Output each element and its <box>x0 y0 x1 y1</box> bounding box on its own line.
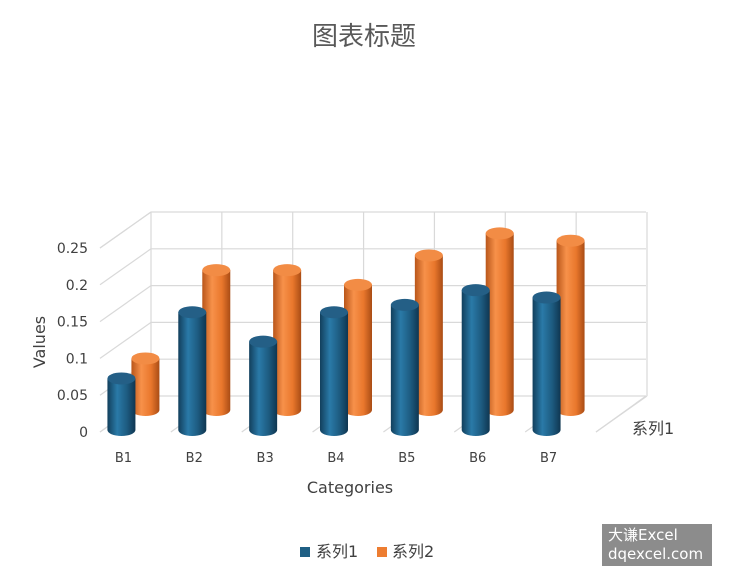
legend-swatch-series2 <box>377 547 387 557</box>
bar-series1-top <box>107 372 136 385</box>
legend-swatch-series1 <box>300 547 310 557</box>
bar-series1 <box>461 284 490 437</box>
bar-series2-top <box>485 227 514 240</box>
bar-series1-top <box>320 306 348 319</box>
y-axis-title: Values <box>30 316 49 368</box>
watermark: 大谦Excel dqexcel.com <box>602 524 712 566</box>
bar-series2-top <box>414 249 443 262</box>
y-tick-label: 0.05 <box>57 388 88 404</box>
x-tick-label: B6 <box>469 451 486 466</box>
bar-series1 <box>249 335 278 437</box>
bar-series1 <box>320 306 348 436</box>
bar-series1-body <box>249 341 278 437</box>
gridline-side <box>99 285 152 323</box>
gridline-floor <box>595 395 647 433</box>
gridline-side <box>99 248 152 286</box>
x-tick-label: B1 <box>115 451 132 466</box>
watermark-line2: dqexcel.com <box>608 545 704 563</box>
y-tick-label: 0.1 <box>66 351 88 367</box>
x-axis-title: Categories <box>307 478 393 497</box>
y-tick-label: 0 <box>79 425 88 441</box>
bar-series2-top <box>202 264 231 277</box>
x-axis: B1 B2 B3 B4 B5 B6 B7 <box>115 451 557 466</box>
bar-series2 <box>414 249 443 416</box>
bar-series1-top <box>532 291 561 304</box>
legend: 系列1 系列2 <box>300 542 434 561</box>
bar-series2 <box>556 234 585 416</box>
bar-series1-body <box>178 312 207 437</box>
gridline-side <box>99 211 152 249</box>
y-tick-label: 0.2 <box>66 278 88 294</box>
bar-series1-top <box>249 335 278 348</box>
bar-series1-top <box>390 298 419 311</box>
y-tick-label: 0.15 <box>57 315 88 331</box>
bar-series2-body <box>131 358 160 416</box>
bar-series1-body <box>461 290 490 437</box>
bar-series1-top <box>178 306 207 319</box>
bar-series2 <box>485 227 514 416</box>
bar-series1-body <box>107 378 136 436</box>
bar-series2-top <box>556 234 585 247</box>
bar-series1-body <box>532 297 561 437</box>
y-tick-label: 0.25 <box>57 241 88 257</box>
bar-series1 <box>390 298 419 437</box>
gridline-side <box>99 321 152 359</box>
bar-series2 <box>273 264 302 416</box>
bar-series2 <box>131 352 160 416</box>
bar-series2-body <box>485 233 514 416</box>
bar-series1 <box>532 291 561 437</box>
legend-label-series1: 系列1 <box>316 542 358 561</box>
bar-series1-body <box>320 312 348 436</box>
bar-series2 <box>344 278 372 416</box>
x-tick-label: B4 <box>327 451 344 466</box>
bar-series1-top <box>461 284 490 297</box>
bar-series2-body <box>414 255 443 416</box>
bar-series2-body <box>273 270 302 416</box>
bar-series1 <box>178 306 207 437</box>
chart-title: 图表标题 <box>312 22 416 52</box>
bar-series2-top <box>131 352 160 365</box>
x-tick-label: B5 <box>398 451 415 466</box>
bar-series1-body <box>390 304 419 437</box>
bar-series2 <box>202 264 231 416</box>
bar-series2-body <box>344 284 372 416</box>
x-tick-label: B2 <box>186 451 203 466</box>
bar-series1 <box>107 372 136 436</box>
bar-series2-top <box>344 278 372 291</box>
bar-series2-body <box>202 270 231 416</box>
watermark-line1: 大谦Excel <box>608 526 678 544</box>
bar-series2-top <box>273 264 302 277</box>
x-tick-label: B3 <box>257 451 274 466</box>
y-axis: 0 0.05 0.1 0.15 0.2 0.25 <box>57 241 88 441</box>
legend-label-series2: 系列2 <box>392 542 434 561</box>
chart-bars <box>107 227 585 437</box>
bar-series2-body <box>556 240 585 416</box>
depth-axis-label: 系列1 <box>632 419 674 438</box>
x-tick-label: B7 <box>540 451 557 466</box>
